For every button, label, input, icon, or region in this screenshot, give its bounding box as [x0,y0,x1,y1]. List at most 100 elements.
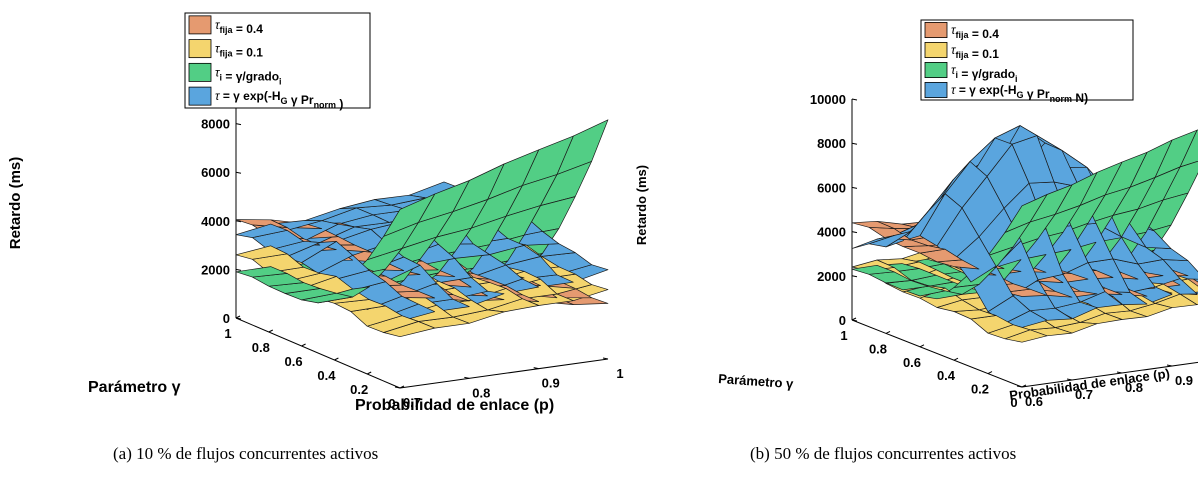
y-tick-label: 1 [616,366,623,381]
x-axis-line [235,317,401,389]
y-tick-mark [602,357,609,360]
x-tick-mark [851,317,857,321]
x-tick-label: 0.2 [971,382,989,397]
chart-a: 020004000600080001000010.80.60.40.200.70… [7,12,624,414]
y-axis-line [399,358,609,389]
legend-swatch-orange [188,15,212,35]
y-tick-mark [1166,364,1173,367]
z-tick-mark [851,142,858,145]
x-tick-label: 1 [840,328,847,343]
chart-b: 0 2000 4000 6000 8000 10000 1 0.8 0.6 0.4 0.2 0 0.6 0… [634,19,1198,410]
y-tick-label: 0.7 [1075,387,1093,402]
legend-swatch-orange [924,21,948,38]
x-axis-label: Parámetro γ [88,379,181,396]
z-tick-label: 6000 [201,165,230,180]
y-tick-mark [1016,385,1023,388]
z-tick-mark [851,275,858,278]
legend-entry: τi = γ/gradoi [951,63,1018,84]
z-tick-mark [235,268,242,271]
legend: τfija = 0.4 τfija = 0.1 τi = γ/gradoi τ = γ… [184,12,371,111]
z-tick-label: 4000 [201,214,230,229]
z-axis-label: Retardo (ms) [7,157,24,250]
y-axis-label: Probabilidad de enlace (p) [355,397,554,414]
surface-patch-green [235,266,288,278]
z-tick-mark [235,317,242,320]
y-tick-label: 0.8 [1125,380,1143,395]
surface-patch-yellow [235,245,288,260]
x-tick-mark [301,343,306,347]
x-tick-mark [268,329,274,333]
legend-entry: τfija = 0.1 [215,42,263,60]
legend-swatch-blue [188,86,212,106]
legend-box [184,12,371,109]
surfaces [851,125,1198,343]
y-tick-mark [464,376,470,379]
legend-entry: τfija = 0.1 [951,43,999,61]
y-tick-mark [1116,371,1123,374]
x-tick-mark [399,385,405,389]
x-tick-label: 1 [224,326,231,341]
x-axis-label: Parámetro γ [718,371,795,391]
z-tick-label: 2000 [201,262,230,277]
z-tick-label: 2000 [817,269,846,284]
z-tick-label: 6000 [817,180,846,195]
y-tick-label: 0.9 [542,376,560,391]
z-tick-label: 8000 [201,117,230,132]
x-tick-label: 0.6 [285,354,303,369]
x-tick-mark [334,357,339,361]
x-tick-label: 0.4 [937,368,956,383]
caption-a: (a) 10 % de flujos concurrentes activos [113,444,379,463]
x-tick-label: 0.8 [869,341,887,356]
y-tick-label: 0.7 [403,395,421,410]
z-tick-label: 8000 [817,136,846,151]
z-tick-mark [235,171,242,174]
y-tick-mark [394,386,401,389]
legend-entry: τfija = 0.4 [951,23,999,41]
y-tick-mark [1066,378,1073,381]
caption-b: (b) 50 % de flujos concurrentes activos [750,444,1017,463]
x-axis-line [851,319,1023,388]
z-tick-mark [235,123,242,126]
surfaces [235,119,609,338]
x-tick-label: 0.4 [317,368,336,383]
x-tick-label: 0 [388,396,395,411]
z-tick-mark [851,231,858,234]
z-tick-mark [851,319,858,322]
legend-swatch-green [924,62,948,79]
x-tick-mark [366,371,372,375]
surface-patch-blue [235,223,288,238]
x-tick-label: 0.2 [350,382,368,397]
z-tick-mark [851,186,858,189]
legend-entry: τfija = 0.4 [215,18,263,36]
legend-swatch-yellow [924,42,948,59]
legend-swatch-yellow [188,39,212,59]
z-tick-mark [235,220,242,223]
surface-patch-blue [851,235,895,249]
z-tick-label: 4000 [817,225,846,240]
y-tick-label: 0.9 [1175,373,1193,388]
y-tick-mark [533,367,539,370]
x-tick-label: 0 [1010,395,1017,410]
legend-entry: τ = γ exp(-HG γ Prnorm ) [215,89,343,111]
z-axis-label: Retardo (ms) [634,165,649,245]
y-tick-label: 0.8 [472,385,490,400]
x-tick-label: 0.6 [903,355,921,370]
legend-swatch-green [188,62,212,82]
z-tick-label: 10000 [810,92,846,107]
x-tick-mark [919,344,925,348]
z-tick-mark [851,98,858,101]
legend-entry: τi = γ/gradoi [215,65,282,86]
x-tick-mark [1021,384,1027,388]
x-tick-mark [953,357,959,361]
x-tick-mark [987,371,993,375]
x-tick-label: 0.8 [252,340,270,355]
legend-entry: τ = γ exp(-HG γ Prnorm N) [951,83,1088,105]
x-tick-mark [235,315,241,319]
z-tick-label: 0 [223,311,230,326]
z-tick-label: 0 [839,313,846,328]
y-tick-label: 0.6 [1025,394,1043,409]
legend-swatch-blue [924,82,948,99]
x-tick-mark [885,330,891,334]
